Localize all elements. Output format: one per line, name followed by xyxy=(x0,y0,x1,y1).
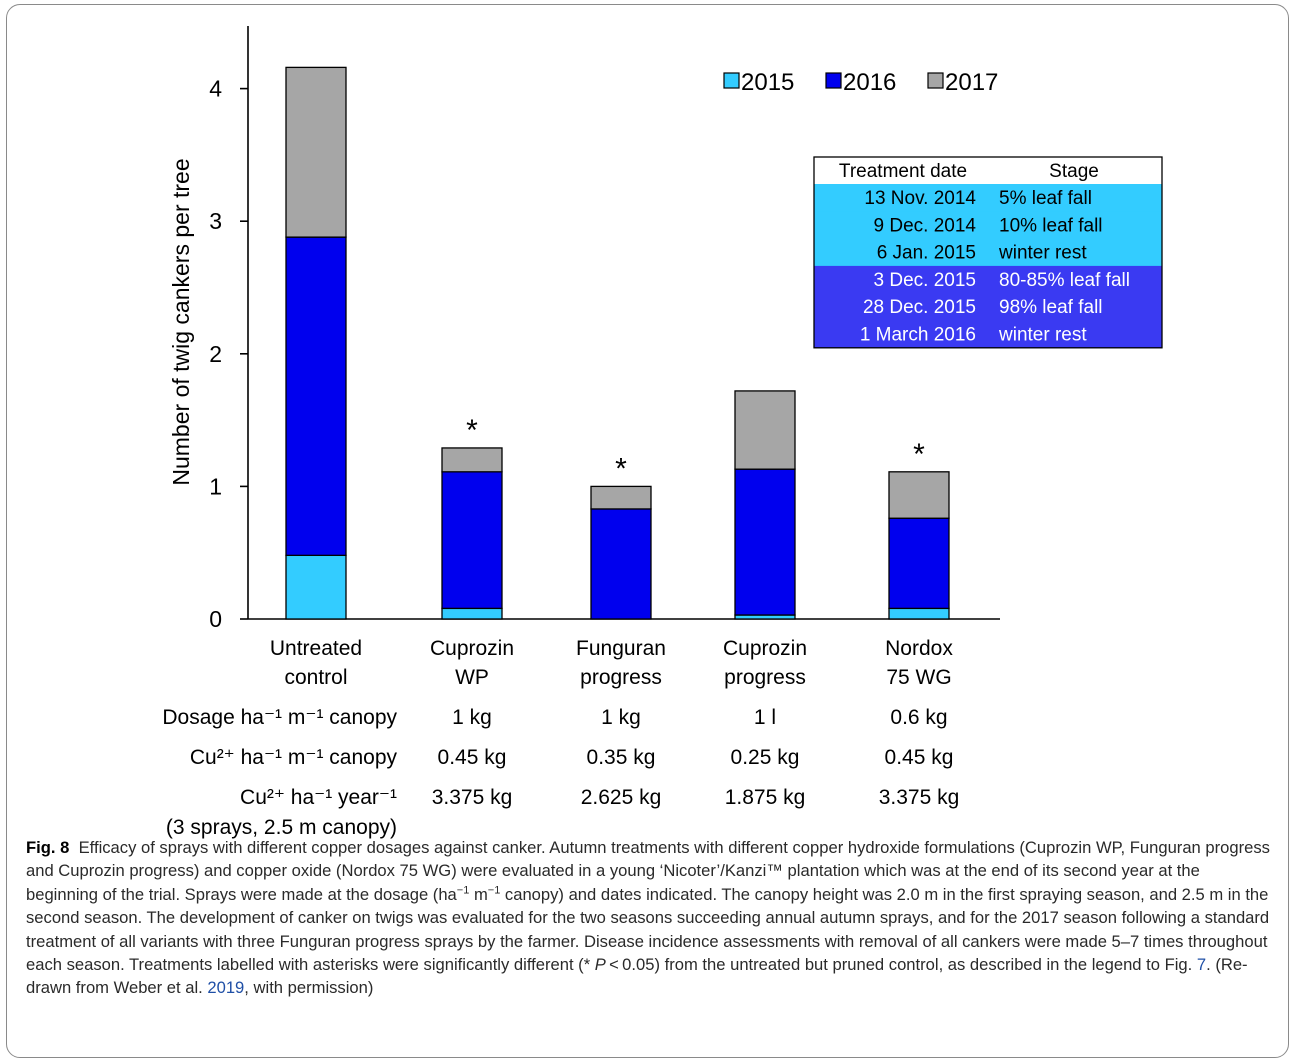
figure-frame xyxy=(6,4,1289,1058)
y-tick-label-2: 2 xyxy=(209,341,222,367)
caption-sup-1: −1 xyxy=(456,884,470,897)
significance-asterisk-5: * xyxy=(913,438,925,471)
caption-label: Fig. 8 xyxy=(26,838,70,857)
inset-row-stage-6: winter rest xyxy=(998,325,1087,346)
dosage-value-r2-c4: 0.45 kg xyxy=(885,746,954,769)
legend-label-2016: 2016 xyxy=(843,69,896,96)
caption-text-2: m xyxy=(469,884,488,904)
x-category-label-4-line1: Cuprozin xyxy=(723,637,807,660)
bar-2016-4 xyxy=(734,468,796,616)
significance-asterisk-3: * xyxy=(615,452,627,485)
inset-row-bg-6 xyxy=(814,320,1162,349)
inset-row-date-3: 6 Jan. 2015 xyxy=(877,243,976,264)
y-axis-title: Number of twig cankers per tree xyxy=(168,158,194,485)
dosage-value-r1-c1: 1 kg xyxy=(452,706,492,729)
x-category-label-4-line2: progress xyxy=(724,666,806,689)
inset-row-stage-5: 98% leaf fall xyxy=(999,297,1103,318)
bar-2015-1 xyxy=(285,554,347,620)
caption-text-1: Efficacy of sprays with different copper… xyxy=(26,838,1270,904)
y-tick-label-0: 0 xyxy=(209,606,222,632)
inset-row-date-6: 1 March 2016 xyxy=(860,325,976,346)
reference-link[interactable]: 2019 xyxy=(207,978,245,998)
inset-row-stage-2: 10% leaf fall xyxy=(999,215,1103,236)
inset-row-date-5: 28 Dec. 2015 xyxy=(863,297,976,318)
dosage-value-r1-c3: 1 l xyxy=(754,706,776,729)
fig7-link[interactable]: 7 xyxy=(1196,955,1207,975)
dosage-value-r2-c2: 0.35 kg xyxy=(587,746,656,769)
x-category-label-1-line1: Untreated xyxy=(270,637,362,660)
x-category-label-2-line1: Cuprozin xyxy=(430,637,514,660)
inset-header-date: Treatment date xyxy=(839,161,967,182)
y-tick-label-1: 1 xyxy=(209,473,222,499)
bar-2017-2 xyxy=(441,447,503,473)
bar-2015-5 xyxy=(888,607,950,620)
bar-2016-5 xyxy=(888,517,950,610)
inset-row-date-1: 13 Nov. 2014 xyxy=(864,188,976,209)
inset-table-header-bg xyxy=(814,157,1162,184)
x-category-label-2-line2: WP xyxy=(455,666,489,689)
caption-text-6: , with permission) xyxy=(244,978,374,998)
bar-2017-5 xyxy=(888,471,950,519)
dosage-row-label-3: Cu²⁺ ha⁻¹ year⁻¹ xyxy=(240,786,397,809)
legend-label-2015: 2015 xyxy=(741,69,794,96)
dosage-value-r2-c1: 0.45 kg xyxy=(438,746,507,769)
dosage-value-r2-c3: 0.25 kg xyxy=(731,746,800,769)
inset-row-bg-3 xyxy=(814,238,1162,267)
bar-2017-1 xyxy=(285,66,347,238)
inset-row-stage-1: 5% leaf fall xyxy=(999,188,1092,209)
inset-row-date-2: 9 Dec. 2014 xyxy=(874,215,977,236)
bar-2016-3 xyxy=(590,508,652,620)
inset-row-stage-4: 80-85% leaf fall xyxy=(999,270,1130,291)
dosage-value-r3-c1: 3.375 kg xyxy=(432,786,513,809)
y-tick-label-3: 3 xyxy=(209,208,222,234)
significance-asterisk-2: * xyxy=(466,414,478,447)
inset-row-stage-3: winter rest xyxy=(998,243,1087,264)
stacked-bar-chart: 0 1 2 3 4 Number of twig cankers per tree Untr… xyxy=(162,26,1163,839)
x-category-label-3-line1: Funguran xyxy=(576,637,666,660)
bar-2016-1 xyxy=(285,236,347,557)
caption-text-5: . (Re-drawn from Weber et al. xyxy=(26,955,1248,998)
bar-2017-3 xyxy=(590,485,652,510)
x-category-label-5-line1: Nordox xyxy=(885,637,953,660)
dosage-row-label-3-line2: (3 sprays, 2.5 m canopy) xyxy=(166,816,397,839)
caption-text-4: < 0.05) from the untreated but pruned co… xyxy=(605,955,1197,975)
dosage-value-r1-c2: 1 kg xyxy=(601,706,641,729)
bar-2016-2 xyxy=(441,471,503,610)
dosage-value-r3-c4: 3.375 kg xyxy=(879,786,960,809)
dosage-value-r1-c4: 0.6 kg xyxy=(890,706,947,729)
caption-text-3: canopy) and dates indicated. The canopy … xyxy=(26,884,1270,975)
dosage-value-r3-c2: 2.625 kg xyxy=(581,786,662,809)
inset-header-stage: Stage xyxy=(1049,161,1099,182)
caption-p-symbol: P xyxy=(594,955,606,975)
legend-swatch-2016 xyxy=(825,72,842,89)
y-tick-label-4: 4 xyxy=(209,76,222,102)
inset-row-bg-5 xyxy=(814,293,1162,321)
caption-sup-2: −1 xyxy=(487,884,501,897)
legend-swatch-2017 xyxy=(927,72,944,89)
dosage-row-label-1: Dosage ha⁻¹ m⁻¹ canopy xyxy=(162,706,397,729)
bar-2015-2 xyxy=(441,607,503,620)
inset-row-bg-2 xyxy=(814,211,1162,240)
inset-row-bg-4 xyxy=(814,265,1162,294)
figure-caption: Fig. 8 Efficacy of sprays with different… xyxy=(26,836,1271,1000)
inset-table-border xyxy=(813,156,1163,349)
x-category-label-3-line2: progress xyxy=(580,666,662,689)
dosage-row-label-2: Cu²⁺ ha⁻¹ m⁻¹ canopy xyxy=(190,746,398,769)
inset-row-bg-1 xyxy=(814,184,1162,212)
dosage-value-r3-c3: 1.875 kg xyxy=(725,786,806,809)
x-category-label-5-line2: 75 WG xyxy=(886,666,951,689)
inset-row-date-4: 3 Dec. 2015 xyxy=(874,270,976,291)
legend-label-2017: 2017 xyxy=(945,69,998,96)
x-category-label-1-line2: control xyxy=(284,666,347,689)
bar-2017-4 xyxy=(734,390,796,470)
legend-swatch-2015 xyxy=(723,72,740,89)
